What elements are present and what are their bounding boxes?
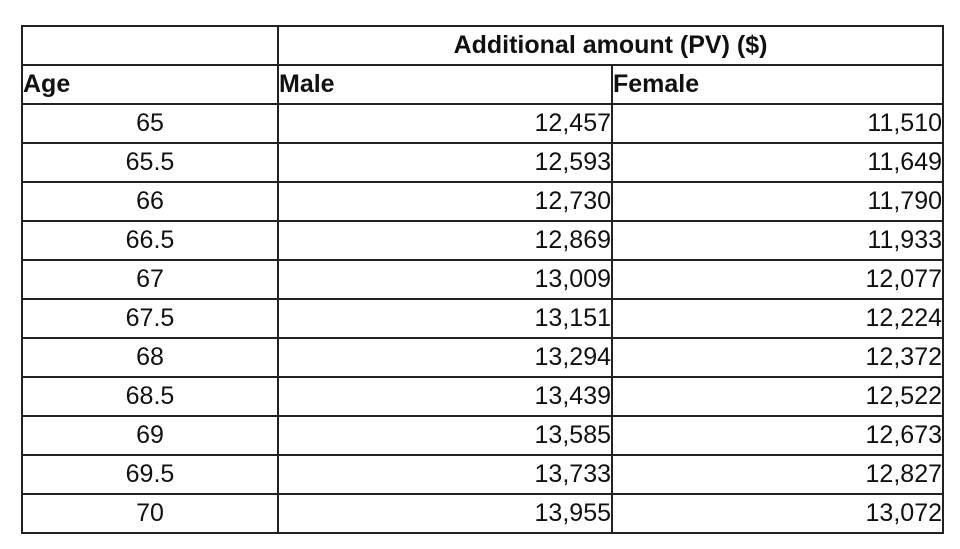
female-value-cell: 11,933 — [611, 220, 944, 261]
col-header-age: Age — [21, 64, 279, 105]
male-value-cell: 12,730 — [277, 181, 613, 222]
age-cell: 65.5 — [21, 142, 279, 183]
age-cell: 67.5 — [21, 298, 279, 339]
table-row: 69 13,585 12,673 — [21, 415, 944, 456]
table-row: 66.5 12,869 11,933 — [21, 220, 944, 261]
age-cell: 68.5 — [21, 376, 279, 417]
table-row: 68.5 13,439 12,522 — [21, 376, 944, 417]
group-header-row: Additional amount (PV) ($) — [21, 25, 944, 66]
male-value-cell: 13,009 — [277, 259, 613, 300]
male-value-cell: 12,869 — [277, 220, 613, 261]
male-value-cell: 13,439 — [277, 376, 613, 417]
male-value-cell: 13,151 — [277, 298, 613, 339]
age-cell: 67 — [21, 259, 279, 300]
table-row: 67 13,009 12,077 — [21, 259, 944, 300]
age-cell: 66.5 — [21, 220, 279, 261]
col-header-male: Male — [277, 64, 613, 105]
female-value-cell: 11,649 — [611, 142, 944, 183]
female-value-cell: 12,224 — [611, 298, 944, 339]
age-cell: 66 — [21, 181, 279, 222]
female-value-cell: 12,522 — [611, 376, 944, 417]
age-cell: 68 — [21, 337, 279, 378]
male-value-cell: 13,733 — [277, 454, 613, 495]
age-cell: 69.5 — [21, 454, 279, 495]
male-value-cell: 13,585 — [277, 415, 613, 456]
female-value-cell: 12,077 — [611, 259, 944, 300]
female-value-cell: 13,072 — [611, 493, 944, 534]
pv-amount-table: Additional amount (PV) ($) Age Male Fema… — [21, 25, 944, 534]
table-row: 68 13,294 12,372 — [21, 337, 944, 378]
table-row: 65 12,457 11,510 — [21, 103, 944, 144]
table-row: 70 13,955 13,072 — [21, 493, 944, 534]
empty-header-cell — [21, 25, 279, 66]
group-header: Additional amount (PV) ($) — [277, 25, 944, 66]
male-value-cell: 13,955 — [277, 493, 613, 534]
male-value-cell: 12,457 — [277, 103, 613, 144]
female-value-cell: 12,673 — [611, 415, 944, 456]
table-row: 65.5 12,593 11,649 — [21, 142, 944, 183]
column-header-row: Age Male Female — [21, 64, 944, 105]
table-row: 67.5 13,151 12,224 — [21, 298, 944, 339]
col-header-female: Female — [611, 64, 944, 105]
female-value-cell: 12,372 — [611, 337, 944, 378]
female-value-cell: 11,790 — [611, 181, 944, 222]
age-cell: 65 — [21, 103, 279, 144]
table-row: 66 12,730 11,790 — [21, 181, 944, 222]
age-cell: 70 — [21, 493, 279, 534]
age-cell: 69 — [21, 415, 279, 456]
female-value-cell: 11,510 — [611, 103, 944, 144]
male-value-cell: 13,294 — [277, 337, 613, 378]
male-value-cell: 12,593 — [277, 142, 613, 183]
female-value-cell: 12,827 — [611, 454, 944, 495]
table-row: 69.5 13,733 12,827 — [21, 454, 944, 495]
